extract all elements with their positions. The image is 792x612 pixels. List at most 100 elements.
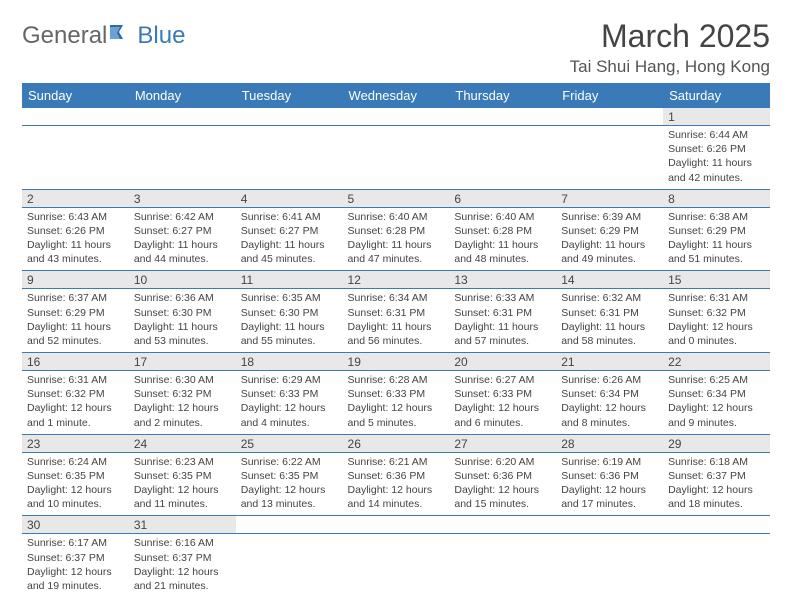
sunset-line: Sunset: 6:35 PM: [27, 469, 124, 483]
weekday-header: Saturday: [663, 83, 770, 108]
day-detail-cell: Sunrise: 6:22 AMSunset: 6:35 PMDaylight:…: [236, 452, 343, 516]
day-detail-cell: Sunrise: 6:21 AMSunset: 6:36 PMDaylight:…: [343, 452, 450, 516]
day-number-cell: [236, 516, 343, 534]
weekday-header: Sunday: [22, 83, 129, 108]
day-number-cell: 21: [556, 353, 663, 371]
day-detail-cell: Sunrise: 6:40 AMSunset: 6:28 PMDaylight:…: [449, 207, 556, 271]
day-detail-cell: Sunrise: 6:41 AMSunset: 6:27 PMDaylight:…: [236, 207, 343, 271]
sunset-line: Sunset: 6:33 PM: [241, 387, 338, 401]
day-detail-cell: Sunrise: 6:32 AMSunset: 6:31 PMDaylight:…: [556, 289, 663, 353]
daylight-line: Daylight: 11 hours and 57 minutes.: [454, 320, 551, 348]
sunrise-line: Sunrise: 6:40 AM: [454, 210, 551, 224]
day-number-cell: [236, 108, 343, 126]
daylight-line: Daylight: 12 hours and 11 minutes.: [134, 483, 231, 511]
day-detail-row: Sunrise: 6:37 AMSunset: 6:29 PMDaylight:…: [22, 289, 770, 353]
sunrise-line: Sunrise: 6:39 AM: [561, 210, 658, 224]
daylight-line: Daylight: 12 hours and 18 minutes.: [668, 483, 765, 511]
sunrise-line: Sunrise: 6:30 AM: [134, 373, 231, 387]
weekday-header: Tuesday: [236, 83, 343, 108]
daylight-line: Daylight: 11 hours and 51 minutes.: [668, 238, 765, 266]
day-number-cell: [343, 108, 450, 126]
day-number-cell: 5: [343, 189, 450, 207]
sunset-line: Sunset: 6:29 PM: [668, 224, 765, 238]
sunrise-line: Sunrise: 6:31 AM: [27, 373, 124, 387]
sunrise-line: Sunrise: 6:27 AM: [454, 373, 551, 387]
sunset-line: Sunset: 6:30 PM: [134, 306, 231, 320]
day-number-cell: [22, 108, 129, 126]
sunrise-line: Sunrise: 6:43 AM: [27, 210, 124, 224]
sunrise-line: Sunrise: 6:37 AM: [27, 291, 124, 305]
day-detail-row: Sunrise: 6:31 AMSunset: 6:32 PM Daylight:…: [22, 371, 770, 435]
day-number-row: 1: [22, 108, 770, 126]
sunrise-line: Sunrise: 6:20 AM: [454, 455, 551, 469]
daylight-line: Daylight: 12 hours and 5 minutes.: [348, 401, 445, 429]
sunrise-line: Sunrise: 6:24 AM: [27, 455, 124, 469]
sunset-line: Sunset: 6:26 PM: [27, 224, 124, 238]
day-number-cell: 18: [236, 353, 343, 371]
day-detail-cell: [236, 534, 343, 597]
daylight-line: Daylight: 12 hours and 9 minutes.: [668, 401, 765, 429]
daylight-line: Daylight: 11 hours and 56 minutes.: [348, 320, 445, 348]
day-number-cell: 15: [663, 271, 770, 289]
daylight-line: Daylight: 12 hours and 2 minutes.: [134, 401, 231, 429]
day-number-cell: [343, 516, 450, 534]
location: Tai Shui Hang, Hong Kong: [570, 57, 770, 77]
sunset-line: Sunset: 6:31 PM: [561, 306, 658, 320]
daylight-line: Daylight: 12 hours and 8 minutes.: [561, 401, 658, 429]
day-detail-cell: Sunrise: 6:27 AMSunset: 6:33 PMDaylight:…: [449, 371, 556, 435]
daylight-line: Daylight: 11 hours and 53 minutes.: [134, 320, 231, 348]
day-detail-cell: Sunrise: 6:20 AMSunset: 6:36 PMDaylight:…: [449, 452, 556, 516]
day-detail-cell: Sunrise: 6:31 AMSunset: 6:32 PMDaylight:…: [663, 289, 770, 353]
calendar-table: SundayMondayTuesdayWednesdayThursdayFrid…: [22, 83, 770, 597]
calendar-head: SundayMondayTuesdayWednesdayThursdayFrid…: [22, 83, 770, 108]
sunset-line: Sunset: 6:37 PM: [134, 551, 231, 565]
daylight-line: Daylight: 12 hours and 10 minutes.: [27, 483, 124, 511]
day-number-row: 9101112131415: [22, 271, 770, 289]
day-number-cell: [449, 516, 556, 534]
sunrise-line: Sunrise: 6:38 AM: [668, 210, 765, 224]
daylight-line: Daylight: 11 hours and 43 minutes.: [27, 238, 124, 266]
sunset-line: Sunset: 6:32 PM: [668, 306, 765, 320]
day-detail-cell: [236, 126, 343, 190]
day-number-cell: 3: [129, 189, 236, 207]
day-detail-cell: [556, 534, 663, 597]
day-number-cell: 29: [663, 434, 770, 452]
sunset-line: Sunset: 6:31 PM: [348, 306, 445, 320]
sunset-line: Sunset: 6:32 PM: [27, 387, 124, 401]
sunrise-line: Sunrise: 6:42 AM: [134, 210, 231, 224]
day-number-row: 16171819202122: [22, 353, 770, 371]
day-number-cell: 17: [129, 353, 236, 371]
weekday-header: Friday: [556, 83, 663, 108]
sunrise-line: Sunrise: 6:17 AM: [27, 536, 124, 550]
day-number-cell: 11: [236, 271, 343, 289]
sunrise-line: Sunrise: 6:36 AM: [134, 291, 231, 305]
sunrise-line: Sunrise: 6:25 AM: [668, 373, 765, 387]
day-number-cell: 14: [556, 271, 663, 289]
day-number-cell: 23: [22, 434, 129, 452]
day-number-cell: 31: [129, 516, 236, 534]
day-number-cell: 28: [556, 434, 663, 452]
daylight-line: Daylight: 12 hours and 14 minutes.: [348, 483, 445, 511]
daylight-line: Daylight: 12 hours and 6 minutes.: [454, 401, 551, 429]
sunrise-line: Sunrise: 6:34 AM: [348, 291, 445, 305]
day-number-cell: 13: [449, 271, 556, 289]
day-detail-cell: Sunrise: 6:31 AMSunset: 6:32 PMDaylight:…: [22, 371, 129, 435]
day-detail-cell: [343, 126, 450, 190]
day-number-cell: 1: [663, 108, 770, 126]
daylight-line: Daylight: 11 hours and 49 minutes.: [561, 238, 658, 266]
day-detail-cell: Sunrise: 6:38 AMSunset: 6:29 PMDaylight:…: [663, 207, 770, 271]
sunset-line: Sunset: 6:34 PM: [561, 387, 658, 401]
day-number-cell: 22: [663, 353, 770, 371]
sunset-line: Sunset: 6:37 PM: [668, 469, 765, 483]
sunrise-line: Sunrise: 6:29 AM: [241, 373, 338, 387]
day-detail-cell: Sunrise: 6:42 AMSunset: 6:27 PMDaylight:…: [129, 207, 236, 271]
daylight-line: Daylight: 12 hours and 0 minutes.: [668, 320, 765, 348]
sunset-line: Sunset: 6:28 PM: [454, 224, 551, 238]
weekday-header: Monday: [129, 83, 236, 108]
sunset-line: Sunset: 6:33 PM: [454, 387, 551, 401]
day-number-cell: [449, 108, 556, 126]
day-detail-cell: Sunrise: 6:24 AMSunset: 6:35 PMDaylight:…: [22, 452, 129, 516]
day-number-row: 2345678: [22, 189, 770, 207]
day-detail-cell: [663, 534, 770, 597]
day-number-cell: 6: [449, 189, 556, 207]
